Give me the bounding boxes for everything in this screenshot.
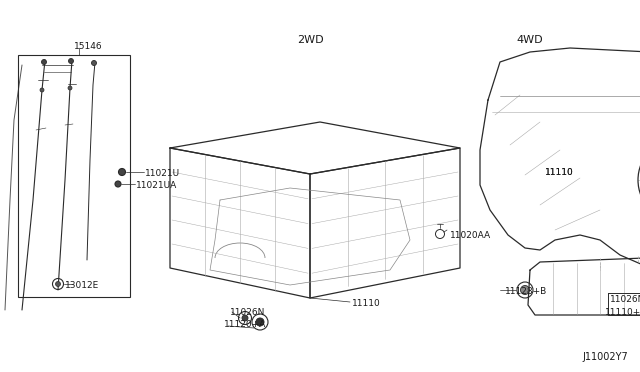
Text: 11128+B: 11128+B <box>505 287 547 296</box>
Text: 11021UA: 11021UA <box>136 181 177 190</box>
Circle shape <box>118 169 125 176</box>
Circle shape <box>242 315 248 321</box>
Circle shape <box>68 58 74 64</box>
Text: J11002Y7: J11002Y7 <box>582 352 628 362</box>
Text: 11110+A: 11110+A <box>605 308 640 317</box>
Circle shape <box>40 88 44 92</box>
Bar <box>18 55 130 297</box>
Circle shape <box>42 60 47 64</box>
Text: 11020AA: 11020AA <box>450 231 491 240</box>
Text: 15146: 15146 <box>74 42 102 51</box>
Text: 13012E: 13012E <box>65 281 99 290</box>
Text: 2WD: 2WD <box>297 35 323 45</box>
Text: 11110: 11110 <box>352 299 381 308</box>
Text: 11026N: 11026N <box>230 308 266 317</box>
Text: 11110: 11110 <box>545 168 573 177</box>
Text: 11120+A: 11120+A <box>224 320 266 329</box>
Circle shape <box>520 285 529 295</box>
Bar <box>608 293 640 315</box>
Text: 11026NA: 11026NA <box>610 295 640 304</box>
Circle shape <box>92 61 97 65</box>
Circle shape <box>115 181 121 187</box>
Text: 11110: 11110 <box>545 168 573 177</box>
Circle shape <box>256 318 264 326</box>
Circle shape <box>56 282 61 286</box>
Text: 11021U: 11021U <box>145 169 180 178</box>
Text: 4WD: 4WD <box>516 35 543 45</box>
Circle shape <box>68 86 72 90</box>
